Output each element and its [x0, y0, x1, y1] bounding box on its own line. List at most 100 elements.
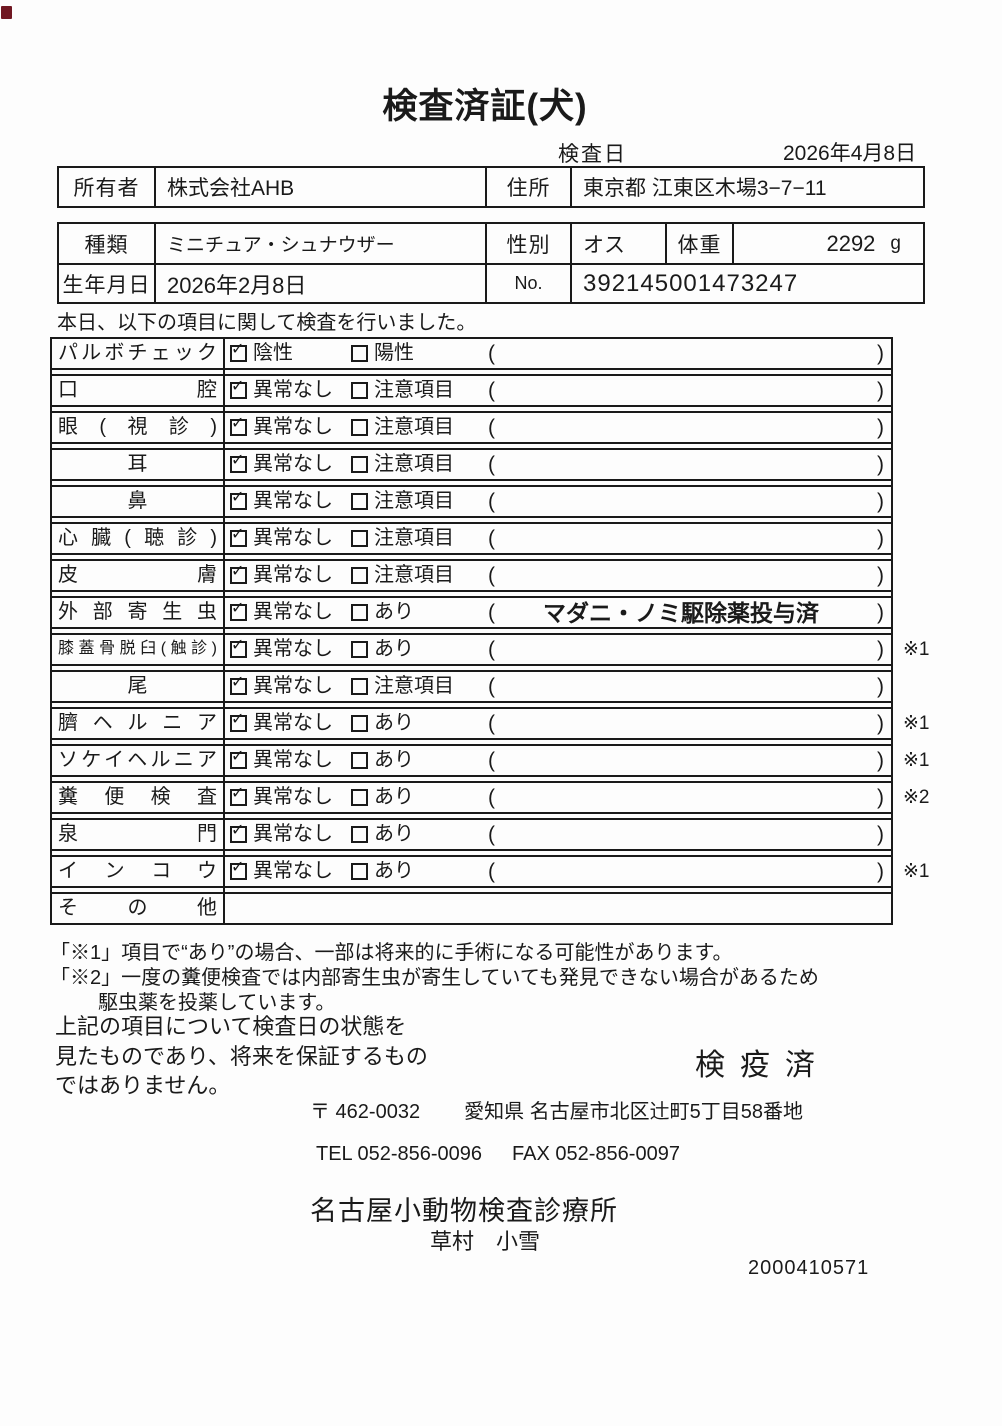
checkbox-checked-icon[interactable]: ✓: [230, 859, 247, 880]
checklist-table: パルボチェック ✓ 陰性 陽性 ( ) 口腔 ✓ 異常なし 注意項目 ( ) 眼…: [50, 337, 930, 925]
owner-value: 株式会社AHB: [154, 168, 485, 206]
paren-close-text: ): [877, 712, 884, 735]
paren-open-text: (: [488, 564, 495, 587]
paren-open-text: (: [488, 601, 495, 624]
checklist-item-result: ✓ 異常なし あり ( ): [225, 857, 893, 886]
checkbox-unchecked-icon[interactable]: [351, 715, 368, 732]
checkbox-checked-icon[interactable]: ✓: [230, 601, 247, 621]
registration-no-label: No.: [485, 263, 570, 302]
checklist-item-result: ✓ 異常なし あり ( ): [225, 746, 893, 775]
owner-table: 所有者 株式会社AHB 住所 東京都 江東区木場3−7−11: [57, 166, 925, 208]
checklist-item-result: ✓ 異常なし 注意項目 ( ): [225, 376, 893, 405]
paren-open-text: (: [488, 749, 495, 772]
paren-open-text: (: [488, 453, 495, 476]
checked-option-label: 異常なし: [253, 490, 333, 512]
checkbox-checked-icon[interactable]: ✓: [230, 786, 247, 806]
checklist-row: ソケイヘルニア ✓ 異常なし あり ( ) ※1: [50, 744, 930, 777]
checklist-item-name: 尾: [127, 675, 148, 697]
address-label: 住所: [485, 168, 570, 206]
checklist-row: パルボチェック ✓ 陰性 陽性 ( ): [50, 337, 893, 370]
owner-label: 所有者: [73, 177, 140, 200]
checklist-item-name: その他: [58, 897, 217, 919]
weight-unit: g: [890, 232, 901, 254]
check-icon: ✓: [231, 859, 245, 876]
checklist-item-name: 糞便検査: [58, 786, 217, 808]
row-footnote-mark: ※1: [903, 639, 930, 660]
table-border-line: [50, 337, 52, 925]
checkbox-unchecked-icon[interactable]: [351, 345, 368, 362]
checked-option-label: 異常なし: [253, 638, 333, 660]
breed-label: 種類: [84, 233, 129, 257]
checklist-item-name: 口腔: [58, 379, 217, 401]
unchecked-option-label: 注意項目: [374, 490, 454, 512]
checklist-row: 心臓(聴診) ✓ 異常なし 注意項目 ( ): [50, 522, 893, 555]
footnote-2-line2: 駆虫薬を投薬しています。: [98, 992, 336, 1014]
checkbox-unchecked-icon[interactable]: [351, 456, 368, 473]
unchecked-option-label: 陽性: [374, 342, 414, 364]
checkbox-unchecked-icon[interactable]: [351, 641, 368, 658]
checklist-item-result: ✓ 異常なし あり ( ): [225, 635, 893, 664]
checkbox-unchecked-icon[interactable]: [351, 604, 368, 621]
checklist-row: 鼻 ✓ 異常なし 注意項目 ( ): [50, 485, 893, 518]
birthdate-label: 生年月日: [59, 263, 154, 302]
page-title: 検査済証(犬): [382, 87, 588, 126]
checkbox-unchecked-icon[interactable]: [351, 493, 368, 510]
checkbox-unchecked-icon[interactable]: [351, 826, 368, 843]
checkbox-unchecked-icon[interactable]: [351, 419, 368, 436]
checklist-item-name: 膝蓋骨脱臼(触診): [58, 640, 217, 657]
checkbox-checked-icon[interactable]: ✓: [230, 342, 247, 362]
paren-close-text: ): [877, 490, 884, 513]
checkbox-unchecked-icon[interactable]: [351, 752, 368, 769]
paren-open-text: (: [488, 527, 495, 550]
checkbox-unchecked-icon[interactable]: [351, 789, 368, 806]
checklist-item-result: ✓ 異常なし あり ( マダニ・ノミ駆除薬投与済 ): [225, 598, 893, 627]
checked-option-label: 異常なし: [253, 712, 333, 734]
paren-close-text: ): [877, 416, 884, 439]
unchecked-option-label: 注意項目: [374, 675, 454, 697]
paren-open-text: (: [488, 823, 495, 846]
checklist-row: 泉門 ✓ 異常なし あり ( ): [50, 818, 893, 851]
breed-value: ミニチュア・シュナウザー: [154, 224, 485, 263]
paren-close-text: ): [877, 342, 884, 365]
clinic-name: 名古屋小動物検査診療所: [310, 1196, 618, 1226]
paren-open-text: (: [488, 342, 495, 365]
paren-close-text: ): [877, 823, 884, 846]
checkbox-checked-icon[interactable]: ✓: [230, 675, 247, 695]
checkbox-unchecked-icon[interactable]: [351, 863, 368, 880]
footnote-2-line1: 「※2」一度の糞便検査では内部寄生虫が寄生していても発見できない場合があるため: [50, 967, 819, 989]
check-icon: ✓: [231, 563, 245, 580]
checkbox-checked-icon[interactable]: ✓: [230, 822, 247, 843]
checkbox-checked-icon[interactable]: ✓: [230, 637, 247, 658]
unchecked-option-label: 注意項目: [374, 564, 454, 586]
check-icon: ✓: [231, 452, 245, 469]
checkbox-unchecked-icon[interactable]: [351, 567, 368, 584]
checkbox-checked-icon[interactable]: ✓: [230, 452, 247, 473]
check-icon: ✓: [231, 637, 245, 654]
checkbox-unchecked-icon[interactable]: [351, 678, 368, 695]
checklist-item-name: 心臓(聴診): [58, 527, 217, 549]
checkbox-checked-icon[interactable]: ✓: [230, 490, 247, 510]
postal-code: 〒 462-0032: [310, 1101, 421, 1123]
checkbox-checked-icon[interactable]: ✓: [230, 749, 247, 769]
checkbox-checked-icon[interactable]: ✓: [230, 527, 247, 547]
unchecked-option-label: あり: [374, 860, 414, 882]
checked-option-label: 陰性: [253, 342, 293, 364]
checkbox-checked-icon[interactable]: ✓: [230, 379, 247, 399]
checklist-item-result: ✓ 異常なし あり ( ): [225, 709, 893, 738]
unchecked-option-label: あり: [374, 786, 414, 808]
checkbox-unchecked-icon[interactable]: [351, 382, 368, 399]
checkbox-checked-icon[interactable]: ✓: [230, 712, 247, 732]
checked-option-label: 異常なし: [253, 860, 333, 882]
checklist-row: 耳 ✓ 異常なし 注意項目 ( ): [50, 448, 893, 481]
weight-value: 2292: [826, 230, 876, 256]
checkbox-checked-icon[interactable]: ✓: [230, 416, 247, 436]
checklist-item-result: ✓ 異常なし あり ( ): [225, 783, 893, 812]
checklist-item-name: 臍ヘルニア: [58, 712, 217, 734]
checklist-item-name: 鼻: [127, 490, 148, 512]
checkbox-unchecked-icon[interactable]: [351, 530, 368, 547]
clinic-address: 愛知県 名古屋市北区辻町5丁目58番地: [464, 1101, 804, 1123]
paren-close-text: ): [877, 638, 884, 661]
checkbox-checked-icon[interactable]: ✓: [230, 563, 247, 584]
check-icon: ✓: [231, 822, 245, 839]
